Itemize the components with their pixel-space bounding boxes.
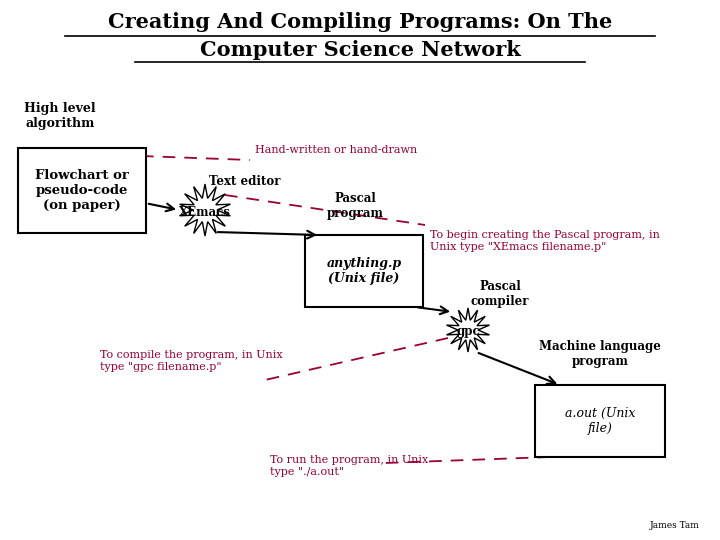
Text: Machine language
program: Machine language program (539, 340, 661, 368)
Text: Hand-written or hand-drawn: Hand-written or hand-drawn (255, 145, 418, 155)
Text: anything.p
(Unix file): anything.p (Unix file) (326, 257, 402, 285)
Text: To run the program, in Unix
type "./a.out": To run the program, in Unix type "./a.ou… (270, 455, 428, 477)
Text: Text editor: Text editor (210, 175, 281, 188)
Text: High level
algorithm: High level algorithm (24, 102, 96, 130)
FancyBboxPatch shape (535, 385, 665, 457)
Text: To begin creating the Pascal program, in
Unix type "XEmacs filename.p": To begin creating the Pascal program, in… (430, 230, 660, 252)
Text: To compile the program, in Unix
type "gpc filename.p": To compile the program, in Unix type "gp… (100, 350, 283, 372)
FancyBboxPatch shape (305, 235, 423, 307)
Text: Pascal
compiler: Pascal compiler (471, 280, 529, 308)
Text: a.out (Unix
file): a.out (Unix file) (564, 407, 635, 435)
Text: Creating And Compiling Programs: On The: Creating And Compiling Programs: On The (108, 12, 612, 32)
FancyBboxPatch shape (18, 148, 146, 233)
Text: gpc: gpc (456, 326, 480, 339)
Text: Computer Science Network: Computer Science Network (199, 40, 521, 60)
Text: XEmacs: XEmacs (179, 206, 231, 219)
Polygon shape (180, 184, 230, 236)
Text: James Tam: James Tam (650, 521, 700, 530)
Text: Pascal
program: Pascal program (327, 192, 384, 220)
Text: Flowchart or
pseudo-code
(on paper): Flowchart or pseudo-code (on paper) (35, 169, 129, 212)
Polygon shape (446, 308, 490, 352)
